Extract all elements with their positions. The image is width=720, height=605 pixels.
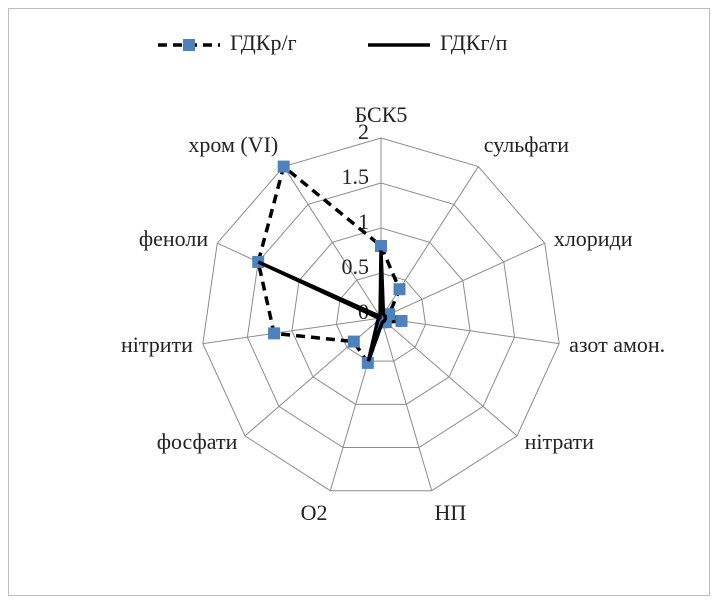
r-tick-label: 0.5	[342, 254, 370, 279]
grid-ring	[246, 182, 516, 449]
series-line	[257, 250, 388, 362]
spoke	[380, 317, 518, 437]
category-label: азот амон.	[569, 332, 666, 358]
category-label: нітрати	[524, 429, 594, 455]
r-tick-label: 1.5	[342, 164, 370, 189]
marker	[361, 356, 374, 369]
category-label: феноли	[138, 226, 209, 252]
legend-marker	[183, 39, 195, 51]
grid-ring	[202, 137, 560, 492]
spoke	[202, 317, 382, 345]
spoke	[380, 242, 545, 319]
spoke	[283, 166, 382, 319]
category-label: О2	[300, 500, 328, 526]
legend-label: ГДКг/п	[440, 30, 508, 55]
frame	[8, 8, 710, 596]
marker	[375, 240, 387, 252]
category-label: сульфати	[483, 132, 570, 158]
category-label: НП	[434, 500, 467, 526]
marker	[395, 314, 408, 327]
category-label: хром (VI)	[188, 132, 279, 158]
spoke	[380, 317, 560, 345]
marker	[393, 283, 406, 296]
spoke	[380, 317, 433, 491]
marker	[347, 335, 360, 348]
category-label: фосфати	[156, 429, 238, 455]
category-label: БСК5	[354, 102, 408, 127]
r-tick-label: 2	[358, 119, 369, 144]
marker	[268, 327, 281, 340]
r-tick-label: 1	[358, 209, 369, 234]
legend-label: ГДКр/г	[230, 30, 297, 55]
marker	[277, 160, 290, 173]
grid-ring	[291, 227, 471, 405]
category-label: нітрити	[120, 332, 193, 358]
grid-ring	[335, 272, 427, 362]
category-label: хлориди	[553, 226, 633, 252]
